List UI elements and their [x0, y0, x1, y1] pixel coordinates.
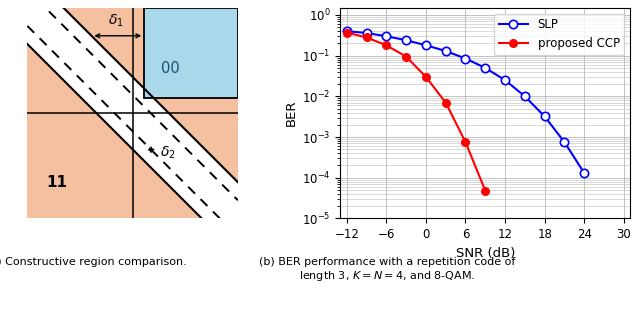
SLP: [383, 34, 390, 38]
proposed CCP: [363, 36, 371, 39]
proposed CCP: [343, 31, 351, 34]
SLP: [501, 78, 509, 82]
SLP: [561, 140, 568, 144]
SLP: [541, 115, 548, 118]
proposed CCP: [461, 140, 469, 144]
proposed CCP: [481, 189, 489, 193]
SLP: [363, 31, 371, 35]
Bar: [144, 8, 238, 98]
proposed CCP: [442, 101, 449, 105]
SLP: [343, 29, 351, 33]
Polygon shape: [63, 8, 238, 182]
proposed CCP: [422, 75, 429, 79]
proposed CCP: [383, 43, 390, 47]
Legend: SLP, proposed CCP: SLP, proposed CCP: [494, 14, 625, 55]
Text: $\delta_2$: $\delta_2$: [160, 145, 176, 161]
Text: (b) BER performance with a repetition code of
length 3, $K = N = 4$, and 8-QAM.: (b) BER performance with a repetition co…: [259, 257, 515, 283]
SLP: [422, 43, 429, 47]
SLP: [580, 171, 588, 175]
Text: (a) Constructive region comparison.: (a) Constructive region comparison.: [0, 257, 187, 267]
Text: 11: 11: [47, 175, 67, 190]
SLP: [442, 49, 449, 53]
proposed CCP: [403, 55, 410, 58]
X-axis label: SNR (dB): SNR (dB): [456, 247, 515, 260]
SLP: [481, 66, 489, 70]
SLP: [461, 57, 469, 61]
Text: $\delta_1$: $\delta_1$: [108, 12, 124, 28]
Polygon shape: [28, 44, 202, 218]
Line: SLP: SLP: [342, 27, 588, 177]
Y-axis label: BER: BER: [285, 100, 298, 126]
SLP: [403, 38, 410, 42]
Line: proposed CCP: proposed CCP: [343, 29, 489, 194]
SLP: [521, 95, 529, 98]
Text: 00: 00: [161, 61, 180, 76]
